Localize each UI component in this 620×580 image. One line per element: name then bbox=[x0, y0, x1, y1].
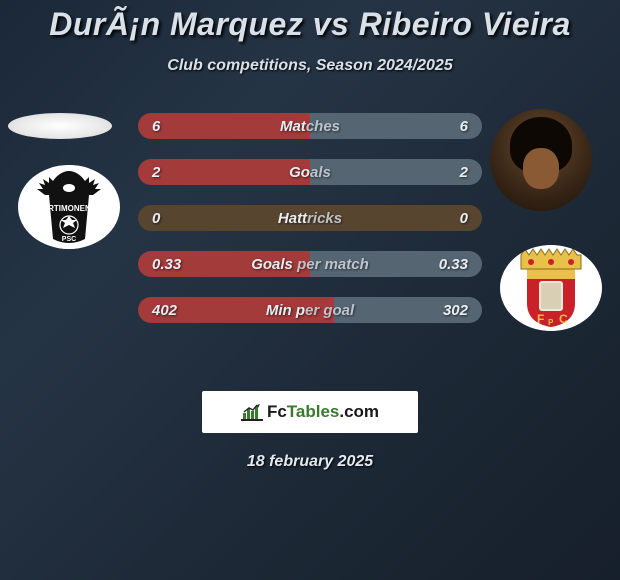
svg-text:PSC: PSC bbox=[62, 236, 76, 243]
penafiel-logo-icon: F C P bbox=[500, 245, 602, 331]
stat-label-b: als bbox=[310, 164, 331, 181]
stat-value-right: 302 bbox=[443, 302, 468, 319]
stat-label-a: Hatt bbox=[278, 210, 307, 227]
stat-value-right: 6 bbox=[460, 118, 468, 135]
stat-label-b: er goal bbox=[305, 302, 354, 319]
stat-value-right: 2 bbox=[460, 164, 468, 181]
svg-text:P: P bbox=[548, 318, 554, 327]
date-line: 18 february 2025 bbox=[0, 453, 620, 471]
stat-label: Goals per match bbox=[138, 256, 482, 273]
stat-row: 0Hattricks0 bbox=[138, 205, 482, 231]
stat-label: Matches bbox=[138, 118, 482, 135]
infographic-container: DurÃ¡n Marquez vs Ribeiro Vieira Club co… bbox=[0, 0, 620, 580]
portimonense-logo-icon: PORTIMONENSE PSC bbox=[18, 165, 120, 249]
stat-label: Hattricks bbox=[138, 210, 482, 227]
club-left-badge: PORTIMONENSE PSC bbox=[18, 165, 120, 249]
bar-chart-icon bbox=[241, 403, 263, 421]
stat-label-a: Go bbox=[289, 164, 310, 181]
stat-label-b: ches bbox=[306, 118, 340, 135]
stat-label-a: Min p bbox=[266, 302, 305, 319]
stat-label: Min per goal bbox=[138, 302, 482, 319]
svg-text:F: F bbox=[537, 312, 544, 326]
stat-label-a: Goals bbox=[251, 256, 297, 273]
stat-row: 402Min per goal302 bbox=[138, 297, 482, 323]
player-right-avatar bbox=[490, 109, 592, 211]
player-left-avatar bbox=[8, 113, 112, 139]
stat-label-a: Mat bbox=[280, 118, 306, 135]
subtitle: Club competitions, Season 2024/2025 bbox=[0, 57, 620, 75]
brand-text: FcTables.com bbox=[267, 402, 379, 422]
stat-rows: 6Matches62Goals20Hattricks00.33Goals per… bbox=[138, 113, 482, 343]
stat-label: Goals bbox=[138, 164, 482, 181]
stat-value-right: 0 bbox=[460, 210, 468, 227]
svg-text:C: C bbox=[559, 312, 568, 326]
stat-label-b: ricks bbox=[307, 210, 342, 227]
brand-box: FcTables.com bbox=[202, 391, 418, 433]
stat-row: 2Goals2 bbox=[138, 159, 482, 185]
brand-dotcom: .com bbox=[339, 402, 379, 421]
club-right-badge: F C P bbox=[500, 245, 602, 331]
stat-row: 6Matches6 bbox=[138, 113, 482, 139]
brand-tables: Tables bbox=[287, 402, 340, 421]
stat-value-right: 0.33 bbox=[439, 256, 468, 273]
page-title: DurÃ¡n Marquez vs Ribeiro Vieira bbox=[0, 6, 620, 43]
svg-text:PORTIMONENSE: PORTIMONENSE bbox=[37, 204, 103, 213]
comparison-area: PORTIMONENSE PSC F C P bbox=[0, 111, 620, 371]
brand-fc: Fc bbox=[267, 402, 287, 421]
stat-label-b: per match bbox=[297, 256, 369, 273]
stat-row: 0.33Goals per match0.33 bbox=[138, 251, 482, 277]
